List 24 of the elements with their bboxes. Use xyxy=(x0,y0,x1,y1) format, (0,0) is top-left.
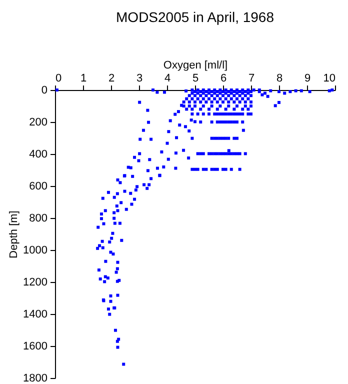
x-tick-label: 3 xyxy=(136,72,143,84)
x-tick-label: 5 xyxy=(192,72,199,84)
y-tick-label: 400 xyxy=(29,148,48,160)
y-tick-label: 1800 xyxy=(23,372,48,384)
x-tick-label: 7 xyxy=(248,72,255,84)
y-tick-label: 1600 xyxy=(23,340,48,352)
x-tick-label: 4 xyxy=(164,72,171,84)
y-axis-title: Depth [m] xyxy=(8,210,20,258)
y-tick-label: 200 xyxy=(29,116,48,128)
x-axis-title: Oxygen [ml/l] xyxy=(163,60,228,72)
y-tick-label: 0 xyxy=(41,84,48,96)
x-tick-label: 1 xyxy=(80,72,87,84)
y-tick-label: 800 xyxy=(29,212,48,224)
x-tick-label: 0 xyxy=(56,72,62,84)
y-tick-label: 1000 xyxy=(23,244,48,256)
x-tick-label: 6 xyxy=(220,72,227,84)
x-tick-label: 8 xyxy=(276,72,283,84)
x-tick-label: 10 xyxy=(323,72,336,84)
y-tick-label: 600 xyxy=(29,180,48,192)
y-tick-label: 1200 xyxy=(23,276,48,288)
x-tick-label: 2 xyxy=(108,72,115,84)
chart-title: MODS2005 in April, 1968 xyxy=(116,9,274,25)
y-tick-label: 1400 xyxy=(23,308,48,320)
x-tick-label: 9 xyxy=(304,72,311,84)
